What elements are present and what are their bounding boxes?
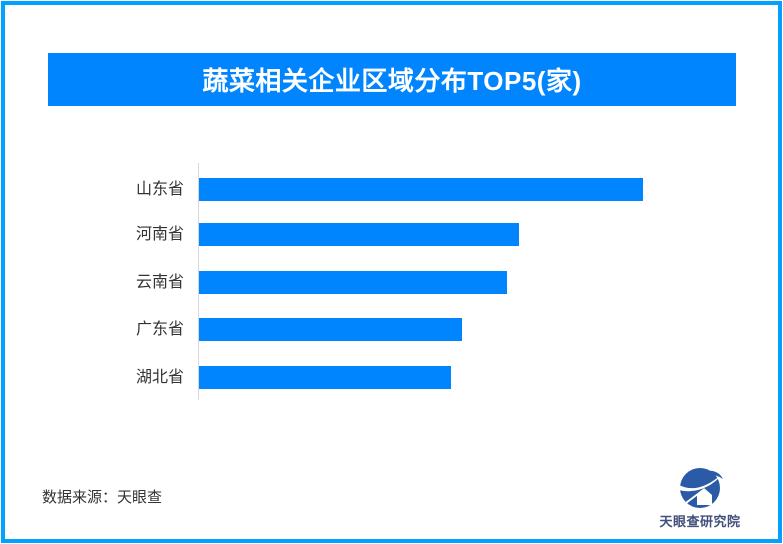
bar-row: 山东省 xyxy=(0,178,783,201)
category-label: 云南省 xyxy=(135,274,184,291)
bar-henan xyxy=(199,223,519,246)
bar-yunnan xyxy=(199,271,507,294)
tianyancha-eye-icon xyxy=(679,468,723,508)
bar-guangdong xyxy=(199,318,462,341)
category-label: 山东省 xyxy=(135,181,184,198)
tianyancha-logo: 天眼查研究院 xyxy=(656,467,744,530)
chart-title: 蔬菜相关企业区域分布TOP5(家) xyxy=(202,66,582,96)
category-label: 广东省 xyxy=(135,321,184,338)
category-label: 河南省 xyxy=(135,226,184,243)
category-label: 湖北省 xyxy=(135,369,184,386)
bar-shandong xyxy=(199,178,643,201)
chart-title-banner: 蔬菜相关企业区域分布TOP5(家) xyxy=(48,53,736,106)
data-source-note: 数据来源：天眼查 xyxy=(42,489,163,506)
bar-row: 云南省 xyxy=(0,271,783,294)
bar-hubei xyxy=(199,366,451,389)
tianyancha-logo-text: 天眼查研究院 xyxy=(659,514,741,529)
bar-row: 湖北省 xyxy=(0,366,783,389)
y-axis-line xyxy=(198,163,199,400)
bar-row: 广东省 xyxy=(0,318,783,341)
bar-row: 河南省 xyxy=(0,223,783,246)
